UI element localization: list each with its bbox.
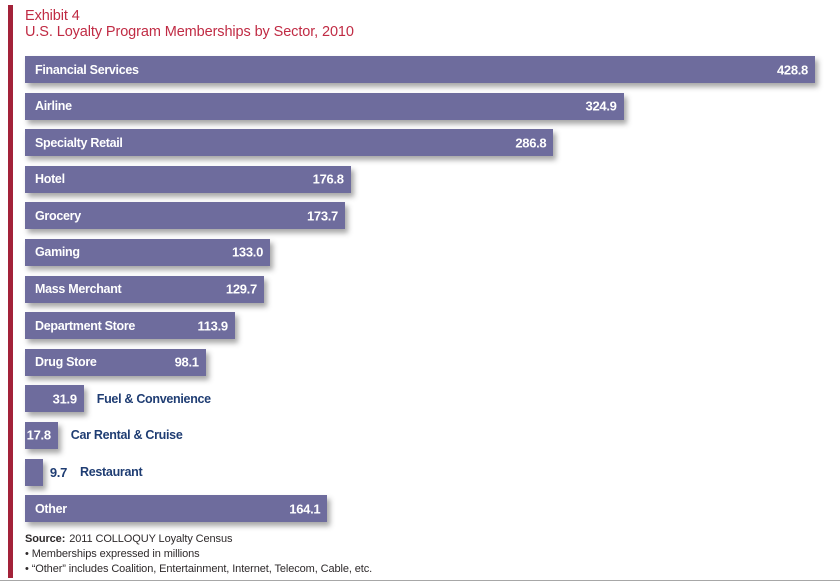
bar-value: 129.7	[225, 281, 257, 297]
bar-label: Drug Store	[35, 355, 97, 370]
bar: Department Store 113.9	[25, 312, 235, 340]
bar-row-fuel-convenience: 31.9 Fuel & Convenience	[25, 385, 815, 413]
bar-value: 164.1	[289, 501, 321, 517]
bar-row-financial-services: Financial Services 428.8	[25, 56, 815, 83]
bar-row-hotel: Hotel 176.8	[25, 165, 815, 193]
bar-label: Specialty Retail	[35, 135, 123, 150]
bar-value: 98.1	[174, 354, 199, 370]
bar: Gaming 133.0	[25, 238, 271, 266]
chart-title: U.S. Loyalty Program Memberships by Sect…	[25, 24, 354, 40]
bar: Other 164.1	[25, 495, 328, 523]
bar-row-department-store: Department Store 113.9	[25, 312, 815, 340]
bar-value: 17.8	[26, 427, 51, 443]
bar: Airline 324.9	[25, 92, 624, 120]
bar: 17.8	[25, 421, 58, 449]
bar-row-car-rental-cruise: 17.8 Car Rental & Cruise	[25, 421, 815, 449]
bar-label: Gaming	[35, 245, 80, 260]
source-line: Source: 2011 COLLOQUY Loyalty Census	[25, 532, 815, 547]
bar-value: 286.8	[515, 135, 547, 151]
footnote-memberships: • Memberships expressed in millions	[25, 548, 200, 561]
bar-label: Financial Services	[35, 62, 139, 77]
bar-label: Grocery	[35, 208, 81, 223]
bar-label: Airline	[35, 99, 72, 114]
bar-value: 31.9	[52, 391, 77, 407]
bar-label: Other	[35, 501, 67, 516]
bar-row-specialty-retail: Specialty Retail 286.8	[25, 129, 815, 157]
bar-row-restaurant: 9.7 Restaurant	[25, 458, 815, 486]
bar-value: 9.7	[49, 464, 68, 480]
bar: Mass Merchant 129.7	[25, 275, 264, 303]
red-accent-bar	[8, 5, 13, 578]
source-label: Source:	[25, 533, 66, 546]
bar-chart: Financial Services 428.8 Airline 324.9 Speci…	[25, 56, 815, 523]
bar-label: Restaurant	[80, 465, 143, 480]
bar	[25, 458, 43, 486]
bar-value: 113.9	[197, 318, 229, 334]
exhibit-content: Exhibit 4 U.S. Loyalty Program Membershi…	[25, 8, 815, 577]
bar-row-drug-store: Drug Store 98.1	[25, 348, 815, 376]
bar-row-other: Other 164.1	[25, 495, 815, 523]
bar-label: Fuel & Convenience	[96, 391, 211, 406]
bar-value: 133.0	[231, 244, 264, 260]
bar-label: Car Rental & Cruise	[70, 428, 183, 443]
exhibit-label: Exhibit 4	[25, 8, 80, 24]
bar-label: Mass Merchant	[35, 282, 122, 297]
bar: 31.9	[25, 385, 84, 413]
bar-row-airline: Airline 324.9	[25, 92, 815, 120]
bar-row-gaming: Gaming 133.0	[25, 238, 815, 266]
footnotes: Source: 2011 COLLOQUY Loyalty Census • Me…	[25, 532, 815, 577]
title-block: Exhibit 4 U.S. Loyalty Program Membershi…	[25, 8, 815, 40]
bar-value: 173.7	[306, 208, 338, 224]
bar-row-grocery: Grocery 173.7	[25, 202, 815, 230]
source-text: 2011 COLLOQUY Loyalty Census	[69, 533, 233, 546]
bar: Drug Store 98.1	[25, 348, 206, 376]
bar: Specialty Retail 286.8	[25, 129, 554, 157]
bar: Grocery 173.7	[25, 202, 345, 230]
bar-label: Department Store	[35, 318, 136, 333]
bar: Financial Services 428.8	[25, 56, 815, 83]
bar-value: 176.8	[312, 171, 344, 187]
bar: Hotel 176.8	[25, 165, 351, 193]
bar-value: 324.9	[585, 98, 617, 114]
footnote-other: • “Other” includes Coalition, Entertainm…	[25, 563, 373, 576]
bar-value: 428.8	[776, 62, 808, 77]
bar-label: Hotel	[35, 172, 65, 187]
bar-row-mass-merchant: Mass Merchant 129.7	[25, 275, 815, 303]
